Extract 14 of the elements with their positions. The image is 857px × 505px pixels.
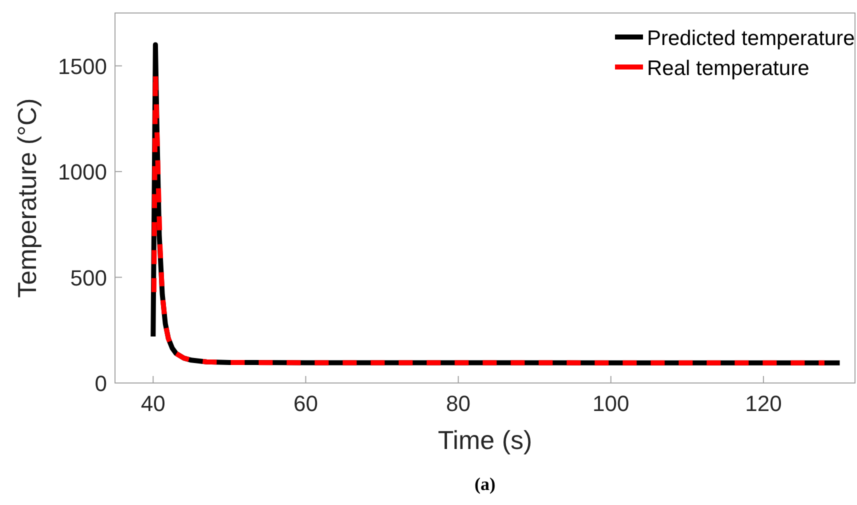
x-axis-title: Time (s): [438, 425, 532, 455]
x-tick-label: 60: [293, 391, 318, 416]
y-tick-label: 1500: [58, 54, 107, 79]
legend-label: Real temperature: [647, 57, 810, 80]
x-tick-label: 120: [745, 391, 782, 416]
x-tick-label: 100: [592, 391, 630, 416]
y-tick-label: 500: [70, 265, 107, 290]
x-tick-label: 80: [446, 391, 471, 416]
y-tick-label: 1000: [58, 160, 107, 185]
y-tick-label: 0: [94, 371, 107, 396]
legend-label: Predicted temperature: [647, 27, 855, 50]
y-axis-title: Temperature (°C): [12, 98, 42, 298]
x-tick-label: 40: [140, 391, 166, 416]
text: (a): [474, 474, 496, 494]
